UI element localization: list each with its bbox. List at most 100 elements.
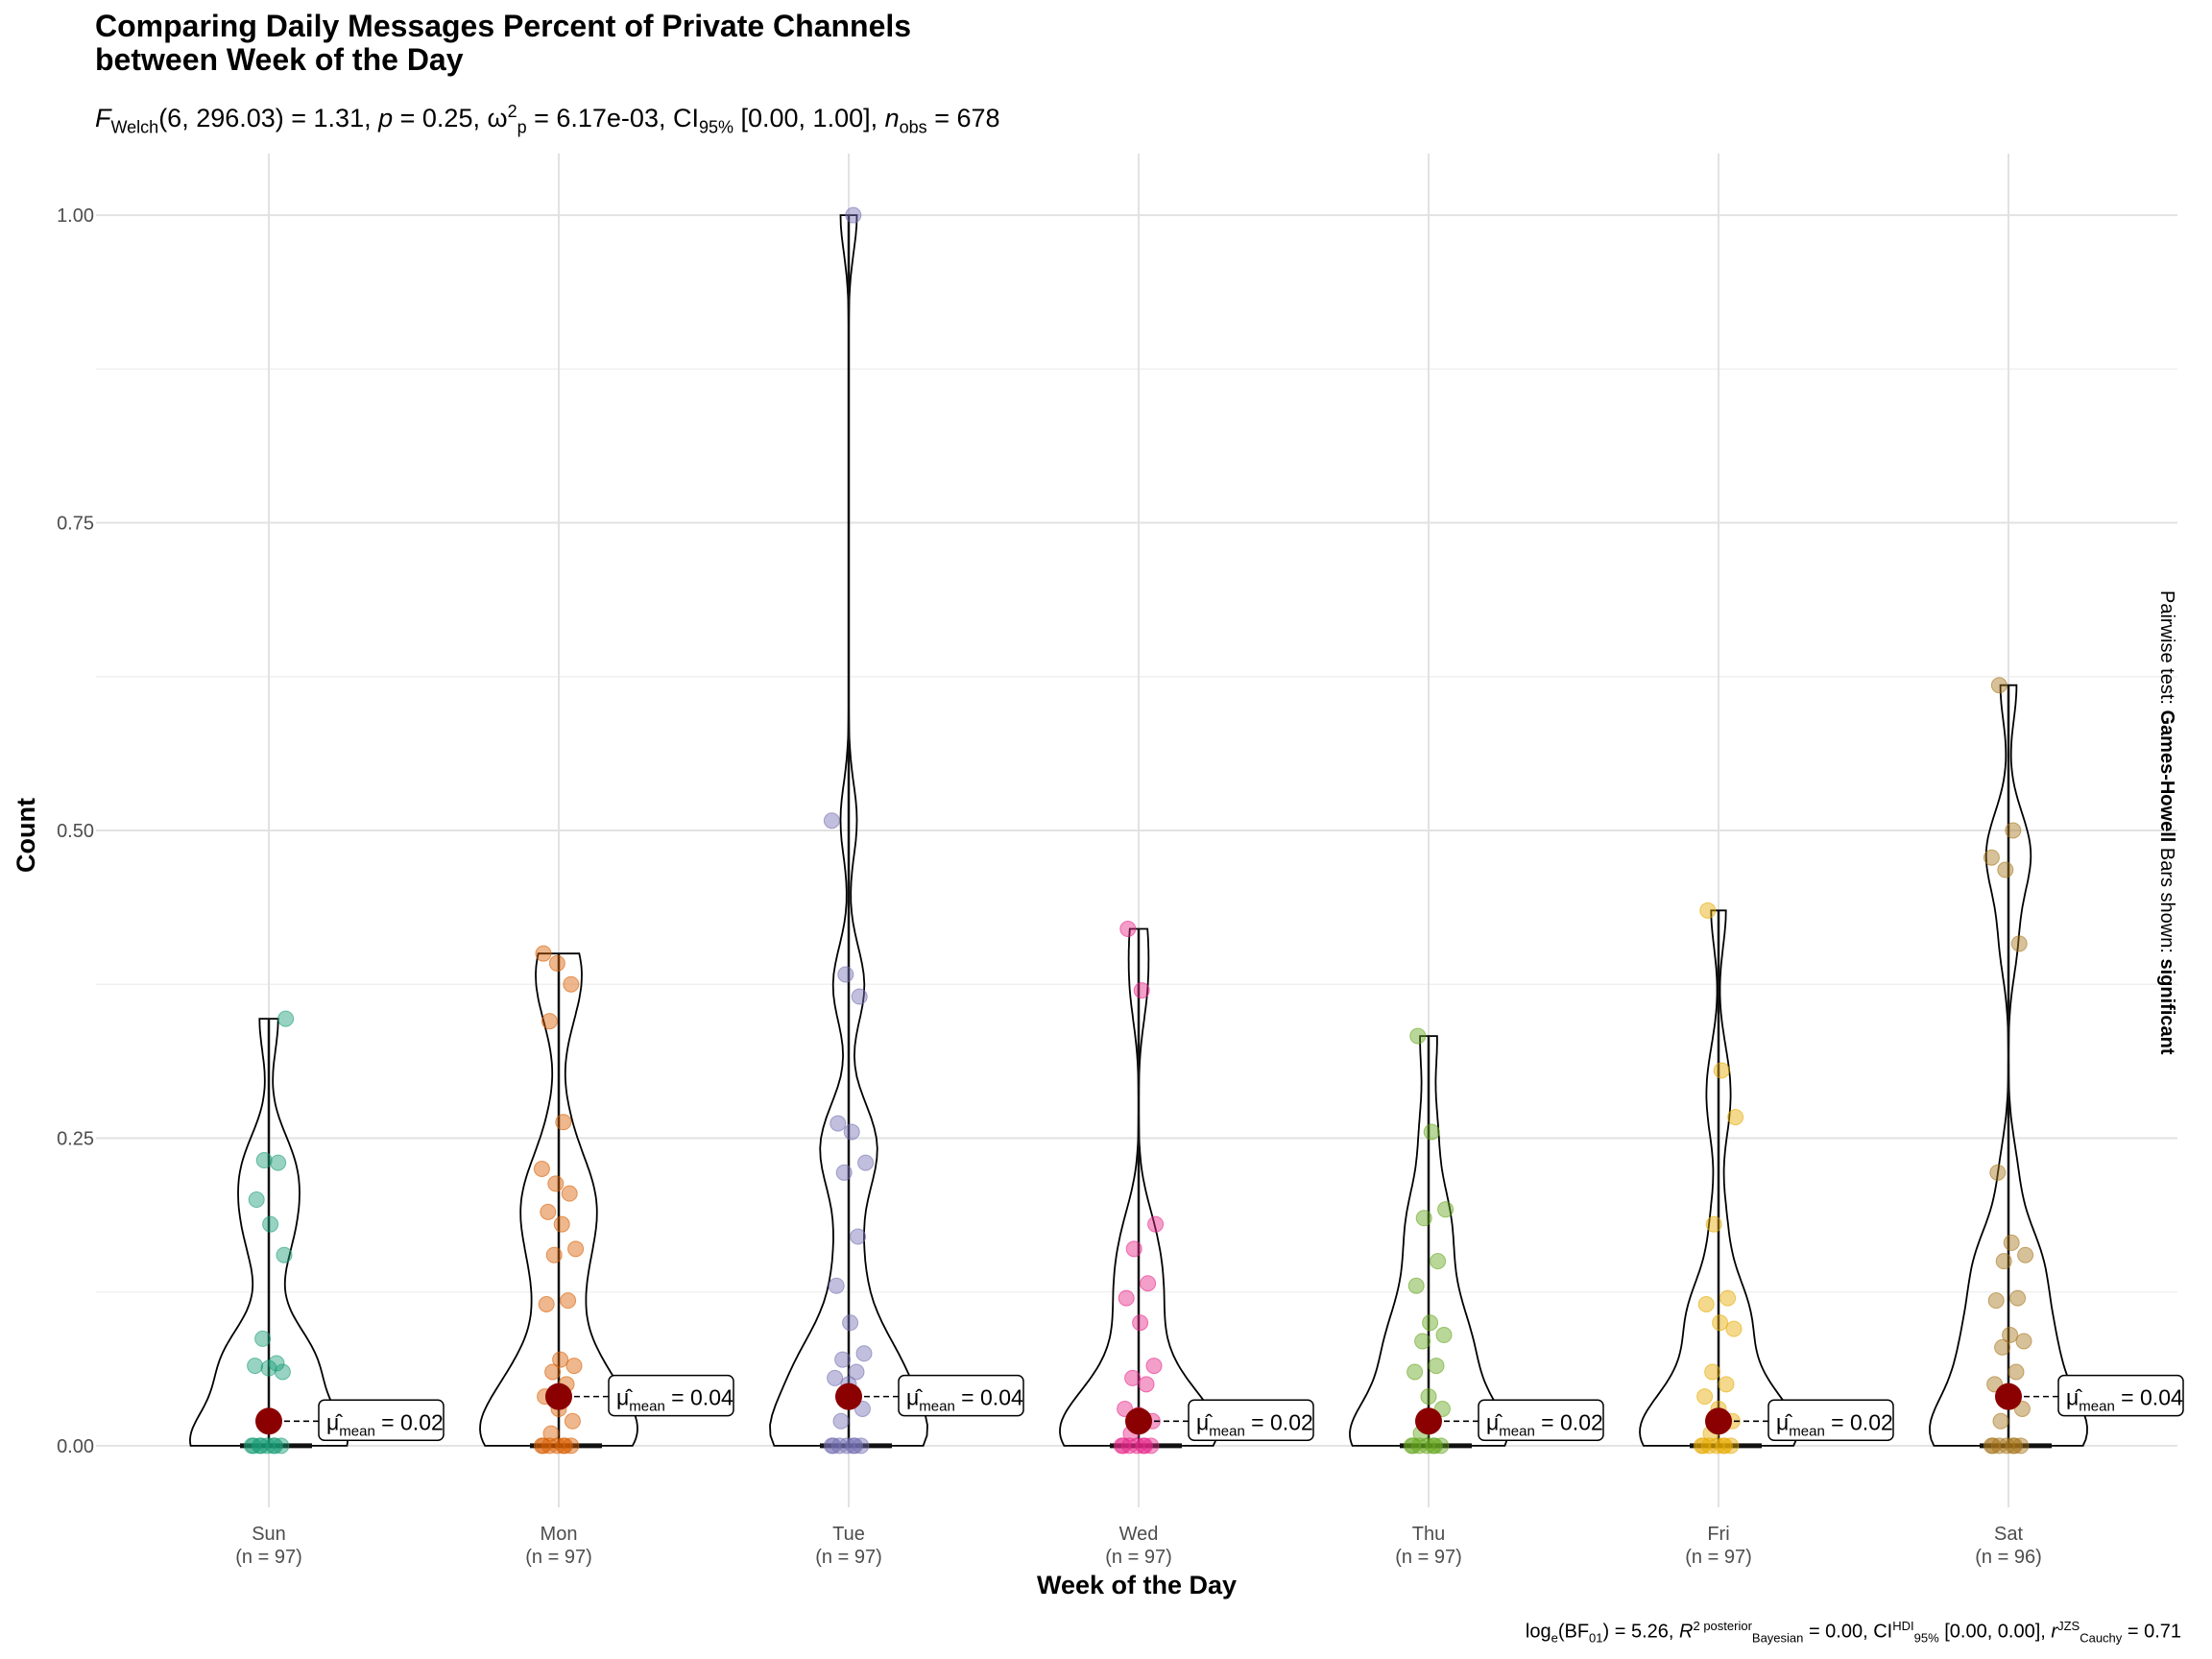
pairwise-test-note: Pairwise test: Games-Howell Bars shown: … (2155, 590, 2177, 1055)
data-point (545, 1246, 563, 1263)
chart-title-line2: between Week of the Day (95, 42, 464, 77)
violin-outline (769, 214, 928, 1447)
pairwise-shown: significant (2156, 958, 2177, 1055)
r2-superscript: 2 posterior (1693, 1619, 1751, 1633)
y-tick-label: 0.75 (57, 514, 94, 535)
data-point (1713, 1062, 1730, 1079)
data-point (1437, 1201, 1455, 1218)
mean-label: μ̂mean = 0.02 (1196, 1409, 1313, 1439)
data-point (1409, 1027, 1427, 1045)
violin-outline (1059, 927, 1218, 1447)
jzs-superscript: JZS (2057, 1619, 2080, 1633)
df-text: (6, 296.03) = 1.31, (158, 104, 379, 132)
data-point (1435, 1327, 1453, 1344)
data-point (1118, 1289, 1135, 1307)
ci-subscript: 95% (698, 117, 733, 137)
bf-subscript: 01 (1589, 1630, 1603, 1646)
data-point (2015, 1333, 2032, 1350)
data-point (262, 1215, 279, 1233)
x-tick-label: Tue (832, 1524, 865, 1545)
mean-label-box (318, 1399, 445, 1442)
data-point (830, 1115, 847, 1132)
data-point (1407, 1277, 1425, 1294)
data-point (260, 1359, 277, 1377)
x-tick-label: Thu (1412, 1524, 1445, 1545)
mean-label-box (898, 1374, 1024, 1417)
data-point (254, 1330, 272, 1347)
data-point (2009, 1289, 2027, 1307)
data-point (1138, 1376, 1155, 1393)
data-point (541, 1013, 558, 1030)
data-point (2006, 1437, 2023, 1455)
mean-label: μ̂mean = 0.04 (616, 1385, 733, 1415)
n-symbol: n (884, 104, 900, 132)
data-point (544, 1363, 562, 1381)
data-point (1423, 1123, 1440, 1141)
data-point (843, 1123, 860, 1141)
mean-label-box (1478, 1399, 1604, 1442)
pairwise-prefix: Pairwise test: (2156, 590, 2177, 710)
r2-text: = 0.00, CI (1803, 1621, 1893, 1643)
data-point (1997, 861, 2014, 878)
data-point (1704, 1363, 1721, 1381)
data-point (1712, 1314, 1729, 1332)
mean-label: μ̂mean = 0.04 (2066, 1385, 2183, 1415)
data-point (1432, 1437, 1450, 1455)
log-text: log (1525, 1621, 1551, 1643)
data-point (1428, 1358, 1445, 1375)
data-point (1994, 1338, 2011, 1356)
data-point (2005, 822, 2022, 839)
x-tick-n-label: (n = 97) (1395, 1547, 1461, 1568)
x-tick-label: Sat (1994, 1524, 2023, 1545)
data-point (1718, 1376, 1735, 1393)
mean-label-box (1188, 1399, 1314, 1442)
chart-subtitle: FWelch(6, 296.03) = 1.31, p = 0.25, ω2p … (95, 102, 1000, 137)
data-point (1145, 1358, 1163, 1375)
mean-point (835, 1382, 862, 1410)
cauchy-subscript: Cauchy (2080, 1630, 2123, 1646)
x-tick-n-label: (n = 97) (235, 1547, 301, 1568)
violin-outline (1929, 684, 2088, 1447)
y-tick-label: 0.00 (57, 1436, 94, 1457)
x-tick-label: Wed (1119, 1524, 1159, 1545)
data-point (273, 1437, 290, 1455)
pairwise-test-name: Games-Howell (2156, 709, 2177, 843)
data-point (564, 1412, 581, 1430)
violin-outline (189, 1018, 349, 1447)
data-point (266, 1437, 283, 1455)
mean-label-box (608, 1374, 734, 1417)
omega-subscript: p (517, 117, 527, 137)
data-point (2002, 1327, 2019, 1344)
data-point (255, 1152, 273, 1169)
x-tick-n-label: (n = 97) (1105, 1547, 1171, 1568)
x-tick-label: Sun (252, 1524, 286, 1545)
data-point (565, 1358, 583, 1375)
data-point (567, 1240, 585, 1258)
data-point (1147, 1215, 1165, 1233)
data-point (851, 988, 868, 1005)
data-point (1983, 849, 2000, 866)
data-point (1987, 1292, 2005, 1310)
hdi-text: [0.00, 0.00], (1938, 1621, 2052, 1643)
data-point (560, 1292, 577, 1310)
x-tick-label: Fri (1707, 1524, 1729, 1545)
data-point (1716, 1437, 1733, 1455)
x-tick-n-label: (n = 97) (815, 1547, 881, 1568)
bayes-caption: loge(BF01) = 5.26, R2 posteriorBayesian … (1526, 1619, 2181, 1646)
r-symbol: r (2051, 1621, 2058, 1643)
data-point (1722, 1437, 1740, 1455)
ci-text: [0.00, 1.00], (733, 104, 885, 132)
data-point (2017, 1246, 2034, 1263)
data-point (1719, 1289, 1737, 1307)
data-point (563, 975, 580, 993)
f-subscript: Welch (110, 117, 159, 137)
data-point (853, 1437, 870, 1455)
data-point (533, 1161, 550, 1177)
data-point (556, 1437, 573, 1455)
r-text: = 0.71 (2122, 1621, 2181, 1643)
data-point (1140, 1275, 1157, 1292)
data-point (274, 1363, 291, 1381)
mean-label: μ̂mean = 0.02 (1486, 1409, 1603, 1439)
data-point (252, 1437, 270, 1455)
